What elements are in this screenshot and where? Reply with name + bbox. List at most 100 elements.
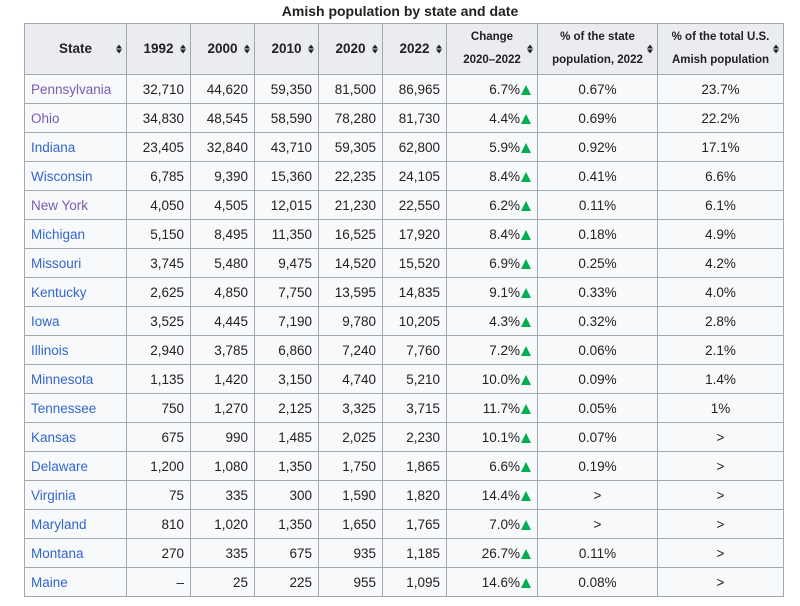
state-link[interactable]: Maryland bbox=[24, 509, 127, 539]
population-2000-cell: 335 bbox=[190, 480, 255, 510]
state-link[interactable]: Missouri bbox=[24, 248, 127, 278]
state-link[interactable]: Maine bbox=[24, 567, 127, 597]
population-2010-cell: 59,350 bbox=[254, 74, 319, 104]
population-2000-cell: 4,850 bbox=[190, 277, 255, 307]
pct-state-population-cell: 0.69% bbox=[537, 103, 658, 133]
population-2020-cell: 4,740 bbox=[318, 364, 383, 394]
table-row: Delaware 1,200 1,080 1,350 1,750 1,865 6.6% 0.1… bbox=[24, 451, 784, 481]
population-2022-cell: 17,920 bbox=[382, 219, 447, 249]
population-2010-cell: 2,125 bbox=[254, 393, 319, 423]
column-header-label: % of the total U.S. Amish population bbox=[672, 26, 770, 72]
change-value: 9.1% bbox=[489, 284, 520, 300]
table-row: Montana 270 335 675 935 1,185 26.7% 0.11% > bbox=[24, 538, 784, 568]
increase-triangle-icon bbox=[521, 258, 531, 269]
change-cell: 10.0% bbox=[446, 364, 538, 394]
column-header-change[interactable]: Change 2020–2022 bbox=[446, 23, 538, 75]
column-header-pct-state[interactable]: % of the state population, 2022 bbox=[537, 23, 658, 75]
table-caption: Amish population by state and date bbox=[281, 3, 519, 19]
sort-arrows-icon[interactable] bbox=[308, 44, 314, 54]
state-link[interactable]: Minnesota bbox=[24, 364, 127, 394]
change-value: 7.0% bbox=[489, 516, 520, 532]
state-link[interactable]: Michigan bbox=[24, 219, 127, 249]
change-value: 10.0% bbox=[481, 371, 520, 387]
population-2010-cell: 3,150 bbox=[254, 364, 319, 394]
change-value: 6.6% bbox=[489, 458, 520, 474]
state-link[interactable]: Delaware bbox=[24, 451, 127, 481]
population-1992-cell: 270 bbox=[126, 538, 191, 568]
population-2000-cell: 48,545 bbox=[190, 103, 255, 133]
state-link[interactable]: Kansas bbox=[24, 422, 127, 452]
column-header-label: Change 2020–2022 bbox=[463, 26, 521, 72]
increase-triangle-icon bbox=[521, 287, 531, 298]
population-2020-cell: 935 bbox=[318, 538, 383, 568]
state-link[interactable]: New York bbox=[24, 190, 127, 220]
table-row: Maine –25 225 955 1,095 14.6% 0.08% > bbox=[24, 567, 784, 597]
change-value: 6.9% bbox=[489, 255, 520, 271]
table-body: Pennsylvania 32,710 44,620 59,350 81,500 86,9… bbox=[24, 74, 784, 597]
population-2000-cell: 5,480 bbox=[190, 248, 255, 278]
population-2000-cell: 1,420 bbox=[190, 364, 255, 394]
state-link[interactable]: Illinois bbox=[24, 335, 127, 365]
pct-state-population-cell: 0.08% bbox=[537, 567, 658, 597]
change-cell: 5.9% bbox=[446, 132, 538, 162]
increase-triangle-icon bbox=[521, 461, 531, 472]
population-2000-cell: 1,270 bbox=[190, 393, 255, 423]
state-link[interactable]: Ohio bbox=[24, 103, 127, 133]
sort-arrows-icon[interactable] bbox=[116, 44, 122, 54]
pct-state-population-cell: 0.33% bbox=[537, 277, 658, 307]
sort-arrows-icon[interactable] bbox=[372, 44, 378, 54]
state-link[interactable]: Iowa bbox=[24, 306, 127, 336]
population-1992-cell: 23,405 bbox=[126, 132, 191, 162]
population-1992-cell: 675 bbox=[126, 422, 191, 452]
column-header-1992[interactable]: 1992 bbox=[126, 23, 191, 75]
table-row: Minnesota 1,135 1,420 3,150 4,740 5,210 10.0% 0… bbox=[24, 364, 784, 394]
population-1992-cell: 810 bbox=[126, 509, 191, 539]
population-2022-cell: 1,185 bbox=[382, 538, 447, 568]
state-link[interactable]: Indiana bbox=[24, 132, 127, 162]
change-cell: 4.4% bbox=[446, 103, 538, 133]
population-2000-cell: 9,390 bbox=[190, 161, 255, 191]
change-cell: 6.9% bbox=[446, 248, 538, 278]
pct-state-population-cell: 0.11% bbox=[537, 538, 658, 568]
population-2010-cell: 9,475 bbox=[254, 248, 319, 278]
sort-arrows-icon[interactable] bbox=[647, 44, 653, 54]
column-header-2000[interactable]: 2000 bbox=[190, 23, 255, 75]
table-row: New York 4,050 4,505 12,015 21,230 22,550 6.2%… bbox=[24, 190, 784, 220]
population-2010-cell: 7,750 bbox=[254, 277, 319, 307]
pct-state-population-cell: 0.32% bbox=[537, 306, 658, 336]
increase-triangle-icon bbox=[521, 345, 531, 356]
table-row: Kansas 675 990 1,485 2,025 2,230 10.1% 0.07% > bbox=[24, 422, 784, 452]
change-cell: 11.7% bbox=[446, 393, 538, 423]
state-link[interactable]: Virginia bbox=[24, 480, 127, 510]
population-2000-cell: 32,840 bbox=[190, 132, 255, 162]
state-link[interactable]: Kentucky bbox=[24, 277, 127, 307]
sort-arrows-icon[interactable] bbox=[180, 44, 186, 54]
column-header-2020[interactable]: 2020 bbox=[318, 23, 383, 75]
state-link[interactable]: Tennessee bbox=[24, 393, 127, 423]
population-2022-cell: 81,730 bbox=[382, 103, 447, 133]
pct-total-amish-cell: > bbox=[657, 567, 784, 597]
column-header-pct-total[interactable]: % of the total U.S. Amish population bbox=[657, 23, 784, 75]
sort-arrows-icon[interactable] bbox=[244, 44, 250, 54]
change-cell: 4.3% bbox=[446, 306, 538, 336]
column-header-2022[interactable]: 2022 bbox=[382, 23, 447, 75]
sort-arrows-icon[interactable] bbox=[773, 44, 779, 54]
population-2020-cell: 2,025 bbox=[318, 422, 383, 452]
state-link[interactable]: Wisconsin bbox=[24, 161, 127, 191]
increase-triangle-icon bbox=[521, 432, 531, 443]
table-row: Wisconsin 6,785 9,390 15,360 22,235 24,105 8.4… bbox=[24, 161, 784, 191]
population-2010-cell: 300 bbox=[254, 480, 319, 510]
population-2000-cell: 4,505 bbox=[190, 190, 255, 220]
state-link[interactable]: Pennsylvania bbox=[24, 74, 127, 104]
population-1992-cell: 2,940 bbox=[126, 335, 191, 365]
sort-arrows-icon[interactable] bbox=[527, 44, 533, 54]
column-header-state[interactable]: State bbox=[24, 23, 127, 75]
sort-arrows-icon[interactable] bbox=[436, 44, 442, 54]
increase-triangle-icon bbox=[521, 316, 531, 327]
pct-state-population-cell: 0.19% bbox=[537, 451, 658, 481]
population-2022-cell: 14,835 bbox=[382, 277, 447, 307]
column-header-2010[interactable]: 2010 bbox=[254, 23, 319, 75]
pct-state-population-cell: 0.92% bbox=[537, 132, 658, 162]
state-link[interactable]: Montana bbox=[24, 538, 127, 568]
population-2010-cell: 15,360 bbox=[254, 161, 319, 191]
